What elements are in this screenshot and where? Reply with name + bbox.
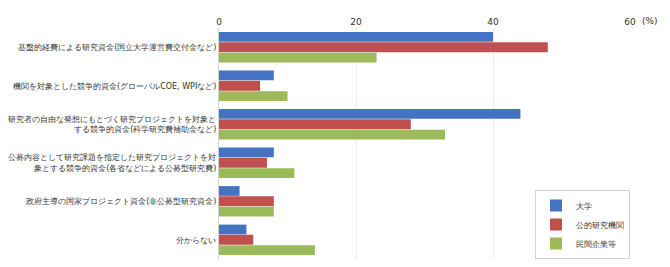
svg-text:0: 0 — [216, 17, 222, 27]
svg-text:政府主導の国家プロジェクト資金(非公募型研究資金): 政府主導の国家プロジェクト資金(非公募型研究資金) — [26, 197, 216, 206]
svg-text:分からない: 分からない — [176, 236, 216, 245]
svg-text:公募内容として研究課題を指定した研究プロジェクトを対象とする: 公募内容として研究課題を指定した研究プロジェクトを対象とする競争的資金(各省など… — [8, 153, 216, 172]
svg-text:民間企業等: 民間企業等 — [576, 240, 616, 249]
svg-text:公的研究機関: 公的研究機関 — [576, 221, 624, 230]
svg-text:大学: 大学 — [576, 202, 592, 211]
svg-text:機関を対象とした競争的資金(グローバルCOE, WPIなど): 機関を対象とした競争的資金(グローバルCOE, WPIなど) — [13, 82, 216, 91]
svg-text:20: 20 — [350, 17, 362, 27]
svg-text:(%): (%) — [642, 16, 658, 26]
svg-text:60: 60 — [624, 17, 636, 27]
svg-text:基盤的経費による研究資金(国立大学運営費交付金など): 基盤的経費による研究資金(国立大学運営費交付金など) — [18, 43, 216, 52]
svg-text:40: 40 — [487, 17, 499, 27]
svg-text:研究者の自由な発想にもとづく研究プロジェクトを対象とする競争: 研究者の自由な発想にもとづく研究プロジェクトを対象とする競争的資金(科学研究費補… — [8, 115, 216, 134]
